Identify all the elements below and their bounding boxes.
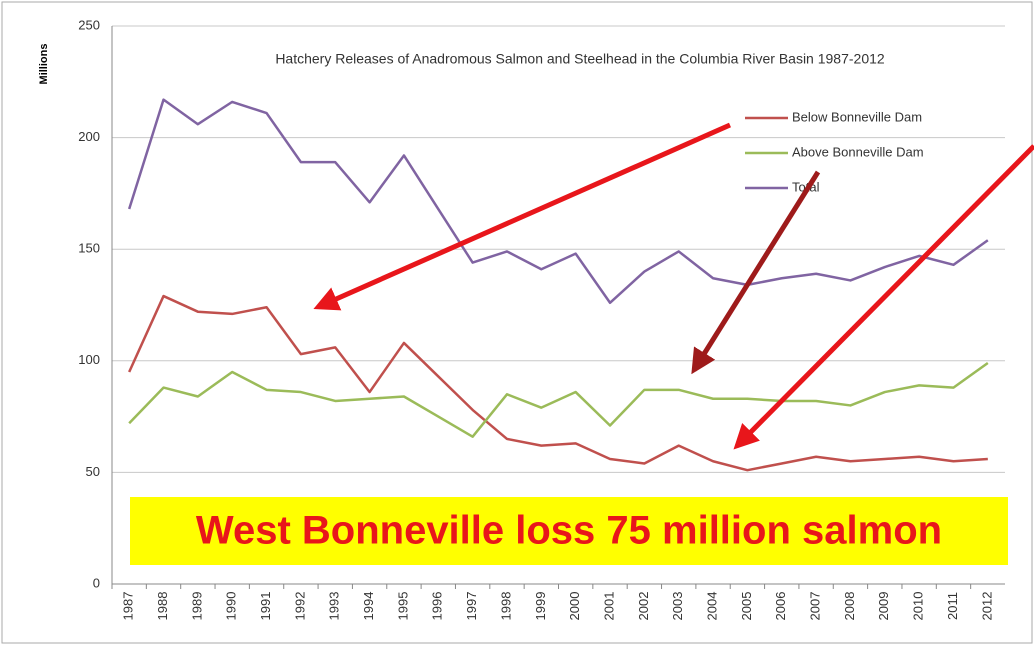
x-tick-label: 2004 <box>704 592 719 621</box>
x-tick-label: 2006 <box>773 592 788 621</box>
x-tick-label: 1991 <box>258 592 273 621</box>
y-tick-label: 50 <box>86 464 100 479</box>
annotation: West Bonneville loss 75 million salmon <box>196 509 942 553</box>
y-tick-label: 250 <box>78 17 100 32</box>
x-tick-label: 1996 <box>430 592 445 621</box>
x-tick-label: 1995 <box>395 592 410 621</box>
arrow <box>313 122 732 311</box>
chart-title: Hatchery Releases of Anadromous Salmon a… <box>275 51 885 67</box>
series-line <box>128 362 989 438</box>
x-tick-label: 2007 <box>808 592 823 621</box>
x-tick-label: 2009 <box>876 592 891 621</box>
annotation-box <box>130 497 1008 565</box>
x-tick-label: 1989 <box>189 592 204 621</box>
x-tick-label: 1988 <box>155 592 170 621</box>
x-tick-label: 2002 <box>636 592 651 621</box>
arrow <box>733 144 1034 450</box>
x-tick-label: 2001 <box>601 592 616 621</box>
y-tick-label: 150 <box>78 241 100 256</box>
x-tick-label: 2003 <box>670 592 685 621</box>
x-tick-label: 2005 <box>739 592 754 621</box>
x-tick-label: 1992 <box>292 592 307 621</box>
y-tick-label: 0 <box>93 575 100 590</box>
series-line <box>127 98 989 305</box>
arrow <box>691 170 821 375</box>
x-tick-label: 2010 <box>911 592 926 621</box>
y-tick-label: 200 <box>78 129 100 144</box>
x-tick-label: 1990 <box>224 592 239 621</box>
x-tick-label: 1997 <box>464 592 479 621</box>
y-axis-label: Millions <box>38 44 50 85</box>
x-tick-label: 1987 <box>121 592 136 621</box>
y-tick-label: 100 <box>78 352 100 367</box>
x-tick-label: 1999 <box>533 592 548 621</box>
x-tick-label: 2000 <box>567 592 582 621</box>
x-tick-label: 1994 <box>361 592 376 621</box>
x-tick-label: 1993 <box>327 592 342 621</box>
series-line <box>128 294 988 472</box>
legend-label: Below Bonneville Dam <box>792 109 922 124</box>
x-tick-label: 2012 <box>979 592 994 621</box>
legend-label: Above Bonneville Dam <box>792 144 924 159</box>
x-tick-label: 2008 <box>842 592 857 621</box>
x-tick-label: 2011 <box>945 592 960 620</box>
x-tick-label: 1998 <box>498 592 513 621</box>
